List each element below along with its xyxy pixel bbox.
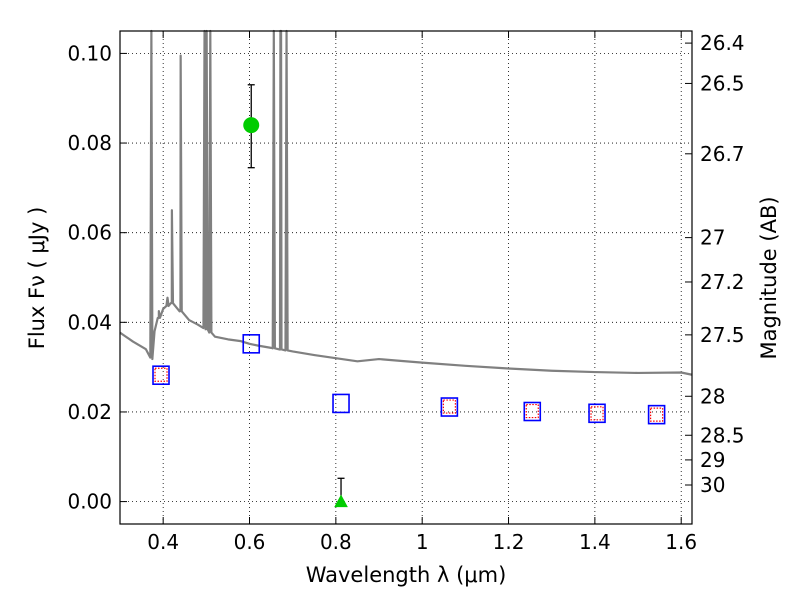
model-photometry-point bbox=[523, 401, 542, 422]
right-tick-label: 29 bbox=[700, 448, 725, 472]
right-tick-label: 26.7 bbox=[700, 142, 745, 166]
y-tick-label: 0.04 bbox=[67, 310, 112, 334]
model-photometry-point bbox=[647, 404, 666, 425]
observed-model-point bbox=[442, 399, 456, 414]
observed-model-point bbox=[650, 407, 664, 422]
right-tick-label: 27.5 bbox=[700, 323, 745, 347]
y-tick-label: 0.02 bbox=[67, 400, 112, 424]
y-tick-label: 0.00 bbox=[67, 490, 112, 514]
x-tick-label: 0.8 bbox=[320, 530, 352, 554]
photometry-markers bbox=[152, 84, 666, 508]
right-tick-label: 30 bbox=[700, 473, 725, 497]
right-tick-label: 28.5 bbox=[700, 423, 745, 447]
model-photometry-point bbox=[152, 365, 170, 386]
y-tick-label: 0.06 bbox=[67, 221, 112, 245]
x-tick-label: 1.2 bbox=[493, 530, 525, 554]
observed-model-point bbox=[525, 403, 539, 419]
x-tick-label: 1.4 bbox=[579, 530, 611, 554]
y-tick-label: 0.10 bbox=[67, 41, 112, 65]
x-axis-label: Wavelength λ (μm) bbox=[306, 563, 507, 587]
x-axis-label-text: Wavelength λ (μm) bbox=[306, 563, 507, 587]
observed-model-point bbox=[154, 367, 168, 382]
right-axis-label: Magnitude (AB) bbox=[757, 196, 781, 359]
sed-spectrum-line bbox=[119, 29, 693, 376]
model-photometry-point bbox=[440, 397, 459, 417]
axis-ticks: 0.4 0.6 0.8 1 1.2 1.4 1.6 0.00 0.02 0.04 0.06 0.08 0… bbox=[67, 31, 745, 554]
x-tick-label: 1 bbox=[416, 530, 429, 554]
y-axis-label: Flux Fν ( μJy ) bbox=[25, 207, 49, 350]
detection-point bbox=[243, 117, 260, 134]
x-tick-label: 1.6 bbox=[665, 530, 697, 554]
right-tick-label: 26.4 bbox=[700, 31, 745, 55]
model-photometry-point bbox=[332, 393, 350, 414]
sed-spectrum bbox=[119, 29, 693, 376]
right-tick-label: 27.2 bbox=[700, 270, 745, 294]
grid bbox=[120, 31, 692, 524]
model-photometry-point bbox=[588, 403, 606, 424]
model-photometry-point bbox=[242, 334, 261, 354]
right-tick-label: 26.5 bbox=[700, 71, 745, 95]
plot-frame bbox=[119, 30, 693, 525]
x-tick-label: 0.6 bbox=[234, 530, 266, 554]
right-tick-label: 28 bbox=[700, 384, 725, 408]
upper-limit-point bbox=[334, 494, 348, 508]
y-tick-label: 0.08 bbox=[67, 131, 112, 155]
observed-model-point bbox=[590, 406, 604, 421]
x-tick-label: 0.4 bbox=[147, 530, 179, 554]
right-tick-label: 27 bbox=[700, 226, 725, 250]
